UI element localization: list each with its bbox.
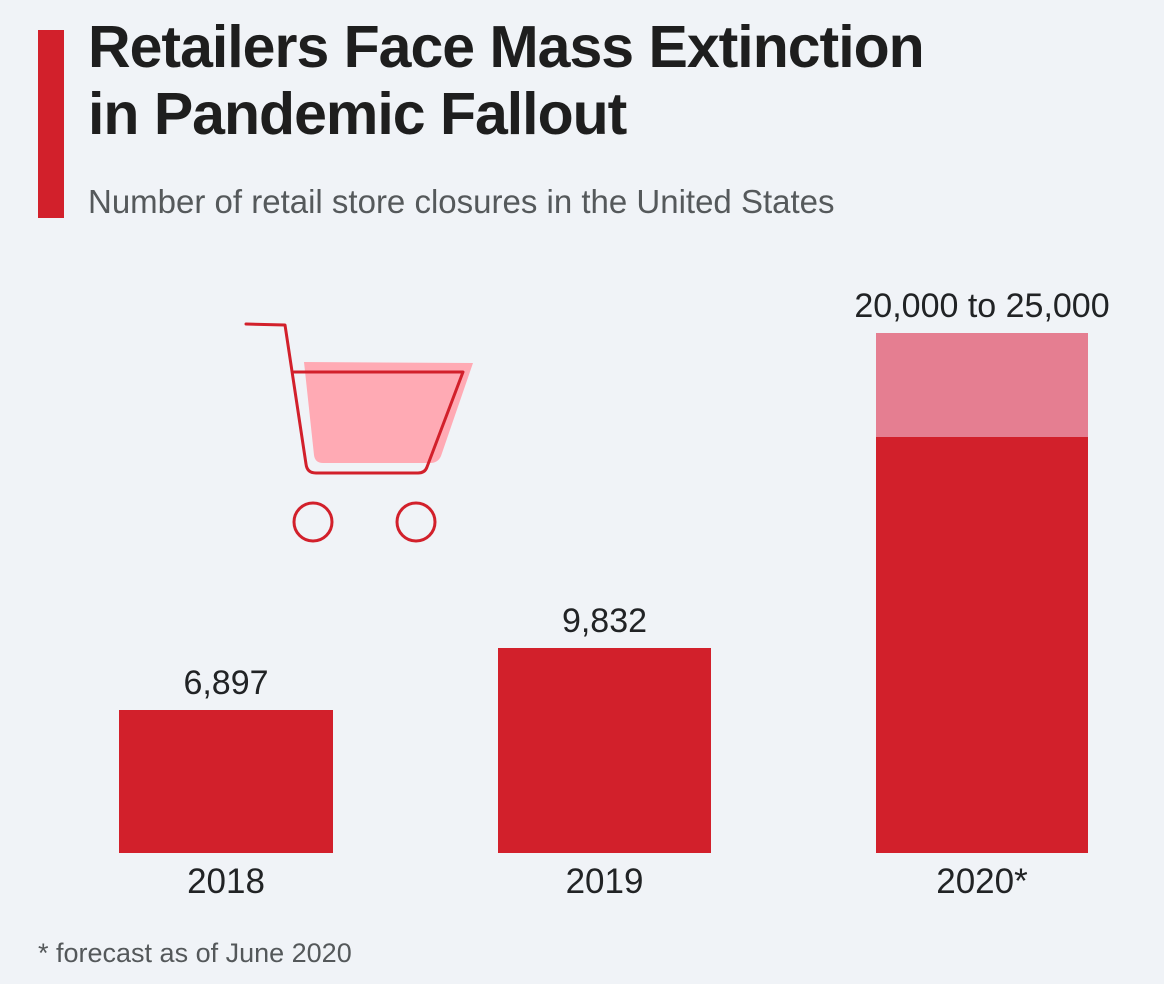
cart-basket-fill: [304, 362, 473, 463]
bar-group-2018: 6,897 2018: [119, 664, 333, 901]
page-title: Retailers Face Mass Extinction in Pandemi…: [88, 14, 1158, 149]
footnote: * forecast as of June 2020: [38, 938, 352, 968]
title-line-1: Retailers Face Mass Extinction: [88, 14, 925, 80]
bar-group-2019: 9,832 2019: [498, 602, 711, 901]
chart-subtitle: Number of retail store closures in the U…: [88, 183, 835, 220]
cart-wheel-left-icon: [292, 501, 334, 543]
cart-wheel-right-icon: [395, 501, 437, 543]
title-accent-bar: [38, 30, 64, 218]
bar-segment-main-2020: [876, 437, 1088, 853]
value-label-2019: 9,832: [561, 602, 648, 640]
value-label-2020: 20,000 to 25,000: [854, 287, 1110, 325]
category-label-2020: 2020*: [936, 862, 1028, 901]
category-label-2018: 2018: [187, 862, 265, 901]
bar-group-2020: 20,000 to 25,000 2020*: [854, 287, 1109, 901]
shopping-cart-icon: [244, 322, 473, 543]
category-label-2019: 2019: [565, 862, 644, 901]
bar-segment-main-2019: [498, 648, 711, 853]
value-label-2018: 6,897: [183, 664, 269, 702]
bar-segment-main-2018: [119, 710, 333, 853]
title-line-2: in Pandemic Fallout: [88, 81, 627, 148]
bar-segment-range-2020: [876, 333, 1088, 437]
cart-outline: [244, 322, 465, 475]
